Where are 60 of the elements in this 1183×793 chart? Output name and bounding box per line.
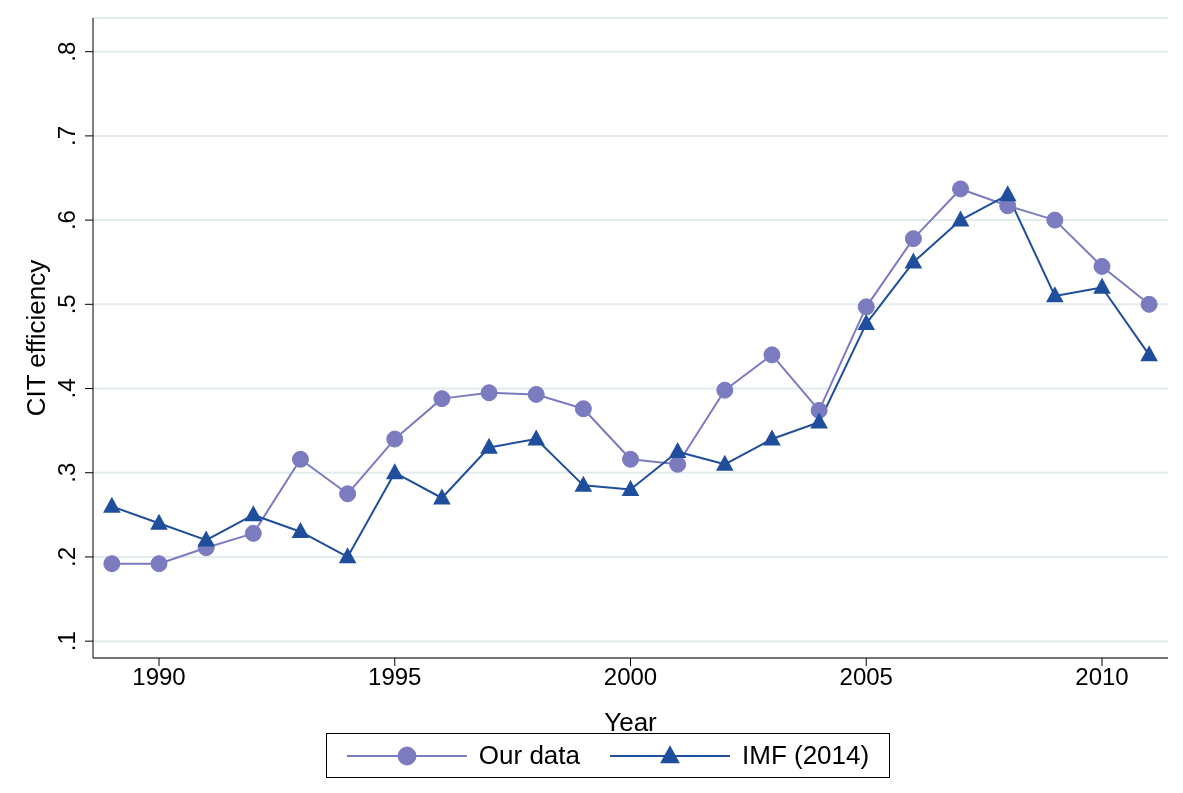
y-tick-label: .2 — [53, 546, 80, 567]
point — [1046, 286, 1064, 303]
y-tick-label: .7 — [53, 125, 80, 146]
point — [103, 555, 121, 573]
legend-label: IMF (2014) — [742, 740, 870, 771]
point — [763, 429, 781, 446]
y-axis-title: CIT efficiency — [21, 259, 52, 417]
point — [433, 488, 451, 505]
x-tick-label: 2010 — [1075, 663, 1129, 691]
point — [150, 555, 168, 573]
x-tick-label: 2000 — [603, 663, 658, 691]
point — [574, 475, 593, 492]
point — [433, 390, 451, 408]
y-tick-label: .3 — [53, 462, 80, 483]
x-axis-title: Year — [604, 707, 658, 737]
point — [998, 185, 1017, 202]
y-tick-label: .8 — [53, 41, 80, 62]
point — [1140, 295, 1158, 313]
point — [1140, 345, 1158, 362]
point — [103, 496, 121, 513]
point — [527, 429, 545, 446]
point — [952, 180, 970, 198]
point — [716, 381, 734, 399]
point — [480, 437, 498, 454]
point — [1093, 277, 1111, 294]
point — [621, 479, 640, 496]
point — [810, 401, 828, 419]
point — [527, 385, 545, 403]
point — [480, 384, 498, 402]
point — [668, 442, 687, 459]
x-tick-label: 1995 — [368, 663, 422, 691]
y-tick-label: .4 — [53, 378, 80, 399]
x-tick-label: 2005 — [839, 663, 893, 691]
point — [385, 463, 404, 480]
point — [339, 485, 357, 503]
point — [1046, 211, 1064, 229]
point — [197, 530, 215, 547]
x-tick-label: 1990 — [132, 663, 186, 691]
point — [338, 547, 357, 564]
point — [904, 252, 923, 269]
y-tick-label: .1 — [53, 631, 80, 652]
point — [857, 314, 876, 331]
point — [716, 454, 734, 471]
point — [857, 298, 875, 316]
legend-label: Our data — [478, 740, 580, 771]
point — [244, 505, 263, 522]
point — [150, 513, 168, 530]
point — [1093, 257, 1111, 275]
point — [622, 450, 639, 468]
point — [244, 524, 262, 542]
point — [291, 522, 310, 539]
y-tick-label: .5 — [53, 294, 80, 315]
point — [951, 210, 970, 227]
point — [386, 430, 404, 448]
point — [763, 346, 781, 364]
point — [291, 450, 309, 468]
point — [810, 412, 828, 429]
point — [574, 400, 592, 418]
point — [904, 230, 922, 248]
y-tick-label: .6 — [53, 210, 80, 231]
